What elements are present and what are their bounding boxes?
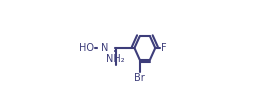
Text: Br: Br [134,73,145,83]
Text: F: F [162,43,167,53]
Text: NH₂: NH₂ [106,54,125,64]
Text: HO: HO [79,43,94,53]
Text: N: N [101,43,109,53]
